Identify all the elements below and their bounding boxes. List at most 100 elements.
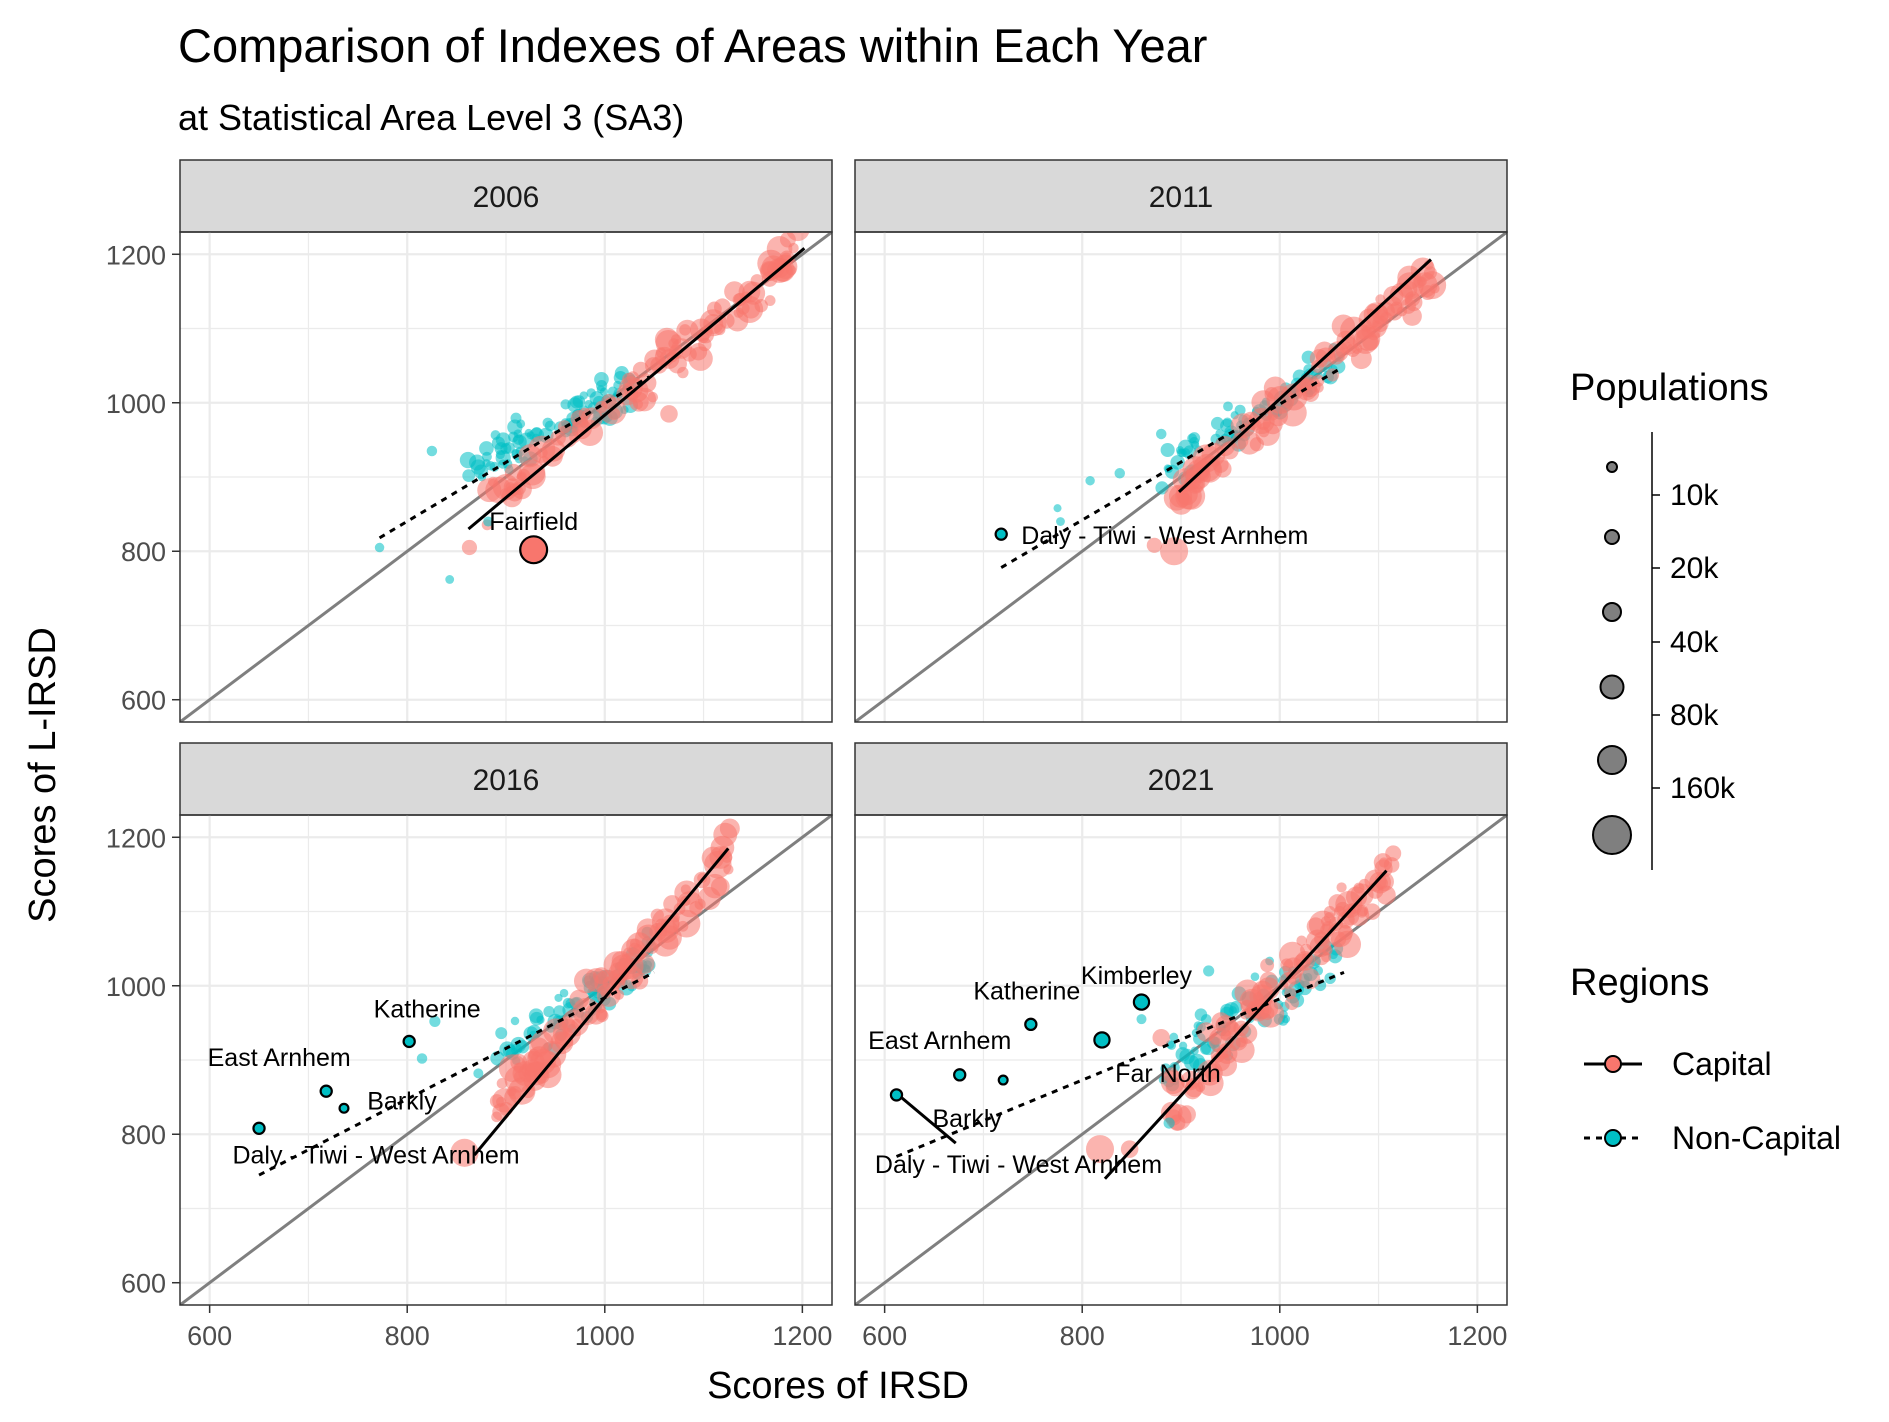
y-tick-label: 600 — [121, 1269, 166, 1299]
trend-line-capital — [1178, 258, 1432, 493]
data-point — [626, 932, 652, 959]
data-point — [1120, 1140, 1139, 1158]
size-legend-key — [1606, 461, 1618, 473]
panel-border — [854, 231, 1508, 723]
highlighted-point — [1132, 993, 1151, 1011]
data-point — [1322, 945, 1333, 956]
trend-line-non-capital — [378, 375, 651, 540]
data-point — [559, 988, 569, 998]
data-point — [569, 989, 589, 1010]
y-tick-label: 800 — [121, 537, 166, 567]
highlighted-point — [889, 1088, 904, 1102]
size-legend-key — [1602, 602, 1622, 622]
facet-strip-label: 2006 — [473, 181, 540, 214]
data-point — [1365, 316, 1387, 338]
plot-area — [855, 815, 1507, 1305]
size-legend-label: 40k — [1670, 626, 1719, 659]
data-point — [481, 451, 492, 462]
data-point — [510, 1036, 527, 1053]
facet-strip — [854, 159, 1508, 233]
data-point — [557, 420, 572, 434]
data-point — [374, 542, 385, 553]
size-legend-key — [1592, 815, 1632, 855]
highlighted-point — [1093, 1031, 1111, 1049]
data-point — [470, 459, 486, 475]
data-point — [1345, 886, 1368, 908]
facet-strip-label: 2021 — [1148, 764, 1215, 797]
data-point — [1336, 882, 1347, 893]
data-point — [786, 265, 797, 276]
data-point — [1287, 384, 1303, 400]
size-legend-key — [1599, 674, 1625, 700]
data-point — [1056, 517, 1065, 526]
legend-size-title: Populations — [1570, 367, 1769, 409]
data-point — [1167, 1041, 1177, 1050]
data-point — [1163, 1067, 1180, 1084]
data-point — [1216, 1042, 1238, 1064]
facet-strip-label: 2016 — [473, 764, 540, 797]
legend: Populations Regions 10k 20k 40k 80k 160k Capi… — [1570, 367, 1841, 1156]
data-point — [647, 391, 659, 403]
data-point — [1160, 442, 1175, 458]
data-point — [713, 822, 738, 847]
data-point — [1114, 468, 1125, 479]
data-point — [543, 1005, 555, 1018]
data-point — [501, 486, 523, 508]
size-legend-label: 20k — [1670, 552, 1719, 585]
data-point — [679, 324, 691, 336]
trend-line-non-capital — [1000, 368, 1340, 569]
data-point — [512, 434, 527, 450]
data-point — [677, 920, 689, 932]
x-axis-label: Scores of IRSD — [707, 1365, 969, 1407]
data-point — [530, 1031, 554, 1054]
facet-strip — [179, 742, 833, 816]
data-point — [541, 438, 566, 462]
data-point — [492, 1103, 510, 1121]
facet-panel-2011: 2011 Daly - Tiwi - West Arnhem — [854, 159, 1508, 723]
data-point — [594, 371, 609, 387]
data-point — [1402, 306, 1422, 326]
data-point — [524, 428, 533, 437]
data-point — [1260, 1006, 1275, 1021]
data-point — [584, 968, 609, 993]
highlighted-point — [519, 535, 549, 565]
data-point — [1350, 348, 1372, 370]
y-tick-label: 800 — [121, 1120, 166, 1150]
data-point — [487, 476, 498, 487]
panel-border — [854, 814, 1508, 1306]
y-axis-label: Scores of L-IRSD — [22, 627, 64, 923]
data-point — [1160, 537, 1189, 566]
point-label: East Arnhem — [868, 1027, 1011, 1055]
data-point — [674, 880, 700, 906]
data-point — [689, 901, 704, 915]
data-point — [1209, 1032, 1222, 1045]
data-point — [1155, 481, 1169, 495]
data-point — [519, 459, 546, 486]
plot-area — [180, 815, 832, 1305]
data-point — [516, 419, 526, 429]
data-point — [1250, 972, 1260, 982]
x-tick-label: 1200 — [1447, 1321, 1507, 1351]
data-point — [553, 1005, 566, 1018]
x-tick-label: 800 — [1060, 1321, 1105, 1351]
data-point — [1306, 917, 1325, 936]
chart-subtitle: at Statistical Area Level 3 (SA3) — [178, 97, 684, 138]
data-point — [445, 575, 455, 584]
data-point — [537, 447, 548, 458]
data-point — [596, 385, 605, 394]
data-point — [1234, 404, 1246, 416]
data-point — [1327, 346, 1345, 365]
point-label: Daly - Tiwi - West Arnhem — [1021, 522, 1308, 550]
data-point — [1085, 1135, 1115, 1164]
panel-border — [179, 231, 833, 723]
facet-strip-label: 2011 — [1149, 181, 1214, 214]
data-point — [550, 1031, 574, 1055]
data-point — [1260, 958, 1275, 973]
data-point — [626, 371, 640, 384]
point-label: Far North — [1115, 1060, 1221, 1088]
data-point — [513, 429, 523, 439]
data-point — [560, 399, 571, 410]
point-label: Katherine — [973, 977, 1080, 1005]
trend-line-non-capital — [895, 971, 1345, 1158]
